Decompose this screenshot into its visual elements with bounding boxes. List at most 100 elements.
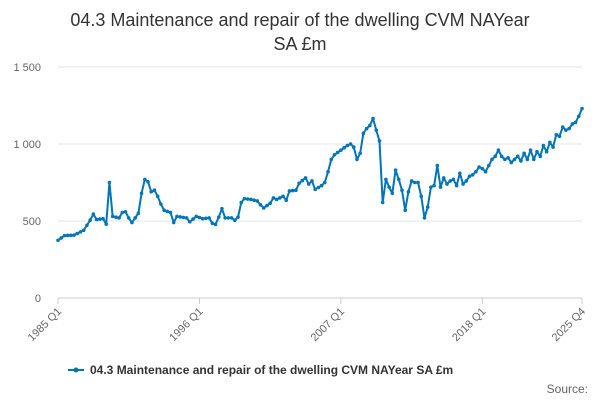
data-point <box>371 116 375 121</box>
data-point <box>91 212 96 216</box>
data-point <box>133 216 137 220</box>
data-point <box>406 189 411 194</box>
data-point <box>396 177 401 182</box>
data-point <box>146 179 150 184</box>
data-point <box>294 188 298 192</box>
data-point <box>551 145 555 149</box>
data-point <box>171 220 176 225</box>
data-point <box>249 197 253 202</box>
chart-title-line-1: 04.3 Maintenance and repair of the dwell… <box>70 10 530 30</box>
data-point <box>416 180 420 185</box>
data-point <box>200 216 205 221</box>
data-point <box>538 154 543 159</box>
data-point <box>152 188 157 192</box>
data-point <box>451 177 456 182</box>
data-point <box>390 191 395 196</box>
data-point <box>355 157 359 162</box>
x-tick-label: 1985 Q1 <box>26 306 64 344</box>
data-point <box>483 169 488 174</box>
data-point <box>528 148 533 152</box>
data-point <box>88 218 92 223</box>
data-point <box>445 182 449 186</box>
data-point <box>554 132 559 137</box>
data-point <box>441 176 446 180</box>
data-point <box>570 122 575 126</box>
data-point <box>143 177 147 182</box>
data-point <box>351 145 356 149</box>
data-point <box>464 179 469 183</box>
data-point <box>175 214 179 219</box>
y-tick-label: 1 500 <box>13 62 41 74</box>
data-point <box>525 157 530 162</box>
data-point <box>316 185 321 190</box>
data-point <box>461 182 465 186</box>
data-point <box>493 154 498 159</box>
data-point <box>413 180 417 185</box>
x-tick-label: 2025 Q4 <box>550 306 588 344</box>
data-point <box>59 236 64 240</box>
data-point <box>220 206 224 211</box>
data-point <box>339 148 343 152</box>
data-point <box>216 215 221 219</box>
x-tick-label: 1996 Q1 <box>167 306 205 344</box>
data-point <box>101 216 105 221</box>
data-point <box>94 217 99 222</box>
data-point <box>271 196 276 200</box>
data-point <box>358 151 362 156</box>
data-point <box>191 217 195 221</box>
data-point <box>97 217 102 221</box>
data-point <box>313 187 317 192</box>
data-point <box>515 154 520 159</box>
data-point <box>467 174 472 179</box>
data-point <box>207 216 211 220</box>
data-point <box>104 222 109 226</box>
data-point <box>335 150 340 155</box>
data-point <box>490 157 494 162</box>
data-point <box>506 156 510 160</box>
data-point <box>535 149 539 154</box>
data-point <box>130 220 134 225</box>
data-point <box>75 231 80 236</box>
data-point <box>509 160 514 165</box>
x-tick-label: 2007 Q1 <box>309 306 347 344</box>
data-point <box>165 209 170 214</box>
data-point <box>261 206 266 210</box>
data-point <box>188 219 192 224</box>
data-point <box>139 191 144 196</box>
data-point <box>297 181 301 186</box>
data-point <box>85 223 89 228</box>
data-point <box>380 200 385 205</box>
data-point <box>204 216 208 221</box>
data-point <box>120 210 125 215</box>
data-point <box>419 194 424 199</box>
data-point <box>531 157 536 162</box>
data-point <box>400 188 404 192</box>
y-tick-label: 0 <box>35 293 41 305</box>
data-point <box>557 134 562 139</box>
data-point <box>245 197 250 201</box>
data-point <box>512 157 517 162</box>
data-point <box>544 149 549 154</box>
data-point <box>480 166 485 171</box>
data-point <box>470 173 475 177</box>
data-point <box>233 218 237 223</box>
data-point <box>522 151 526 156</box>
data-point <box>239 200 244 205</box>
data-point <box>377 139 382 143</box>
legend-label: 04.3 Maintenance and repair of the dwell… <box>90 363 453 377</box>
data-point <box>110 214 115 219</box>
data-point <box>223 216 227 220</box>
data-point <box>474 169 478 174</box>
y-tick-label: 500 <box>23 216 41 228</box>
data-point <box>281 194 285 199</box>
data-point <box>454 183 459 188</box>
data-point <box>300 178 305 183</box>
data-point <box>435 163 440 168</box>
data-point <box>576 114 581 119</box>
x-tick-label: 2018 Q1 <box>450 306 488 344</box>
data-point <box>448 179 453 183</box>
data-point <box>310 179 314 183</box>
data-point <box>429 185 433 189</box>
data-point <box>236 215 240 219</box>
data-point <box>194 214 199 219</box>
